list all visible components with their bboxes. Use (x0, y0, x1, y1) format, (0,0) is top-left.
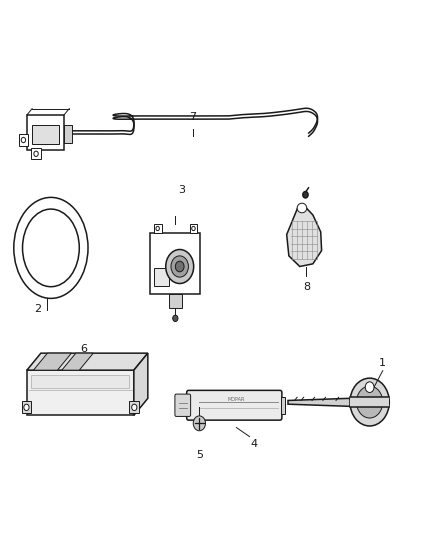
Circle shape (357, 386, 383, 418)
Bar (150, 233, 201, 294)
Circle shape (166, 249, 194, 284)
Bar (27, 370, 134, 415)
Bar (169, 294, 182, 308)
Text: 8: 8 (303, 282, 310, 293)
Text: 6: 6 (80, 344, 87, 354)
FancyBboxPatch shape (187, 390, 282, 420)
Text: 7: 7 (189, 112, 196, 122)
Circle shape (156, 227, 159, 231)
Polygon shape (287, 208, 321, 266)
Circle shape (192, 227, 195, 231)
Bar (130, 401, 139, 413)
Circle shape (303, 191, 308, 198)
Bar (31, 149, 41, 159)
Bar (350, 397, 389, 407)
Circle shape (171, 256, 188, 277)
Text: 3: 3 (178, 185, 185, 195)
Text: 2: 2 (34, 304, 41, 314)
Circle shape (132, 404, 137, 410)
Circle shape (34, 151, 38, 157)
Ellipse shape (297, 203, 307, 213)
Ellipse shape (22, 209, 79, 287)
Text: 5: 5 (196, 450, 203, 460)
Bar (190, 224, 198, 233)
Bar (21, 401, 31, 413)
Ellipse shape (14, 197, 88, 298)
Bar (281, 397, 285, 414)
Circle shape (24, 404, 29, 410)
Bar (19, 134, 28, 146)
Bar (64, 125, 72, 143)
Bar (32, 125, 59, 144)
Circle shape (175, 261, 184, 272)
Bar (154, 268, 169, 286)
Bar (31, 375, 130, 388)
Circle shape (365, 382, 374, 392)
Polygon shape (27, 353, 148, 370)
Circle shape (173, 315, 178, 321)
Circle shape (350, 378, 389, 426)
Polygon shape (134, 353, 148, 415)
Circle shape (21, 138, 25, 143)
Text: MOPAR: MOPAR (228, 397, 245, 402)
Bar (154, 224, 162, 233)
FancyBboxPatch shape (175, 394, 191, 416)
FancyBboxPatch shape (27, 115, 64, 150)
Polygon shape (33, 353, 71, 370)
Polygon shape (288, 398, 351, 406)
Text: 4: 4 (251, 439, 258, 449)
Polygon shape (62, 353, 93, 370)
Circle shape (193, 416, 205, 431)
Text: 1: 1 (379, 358, 386, 368)
